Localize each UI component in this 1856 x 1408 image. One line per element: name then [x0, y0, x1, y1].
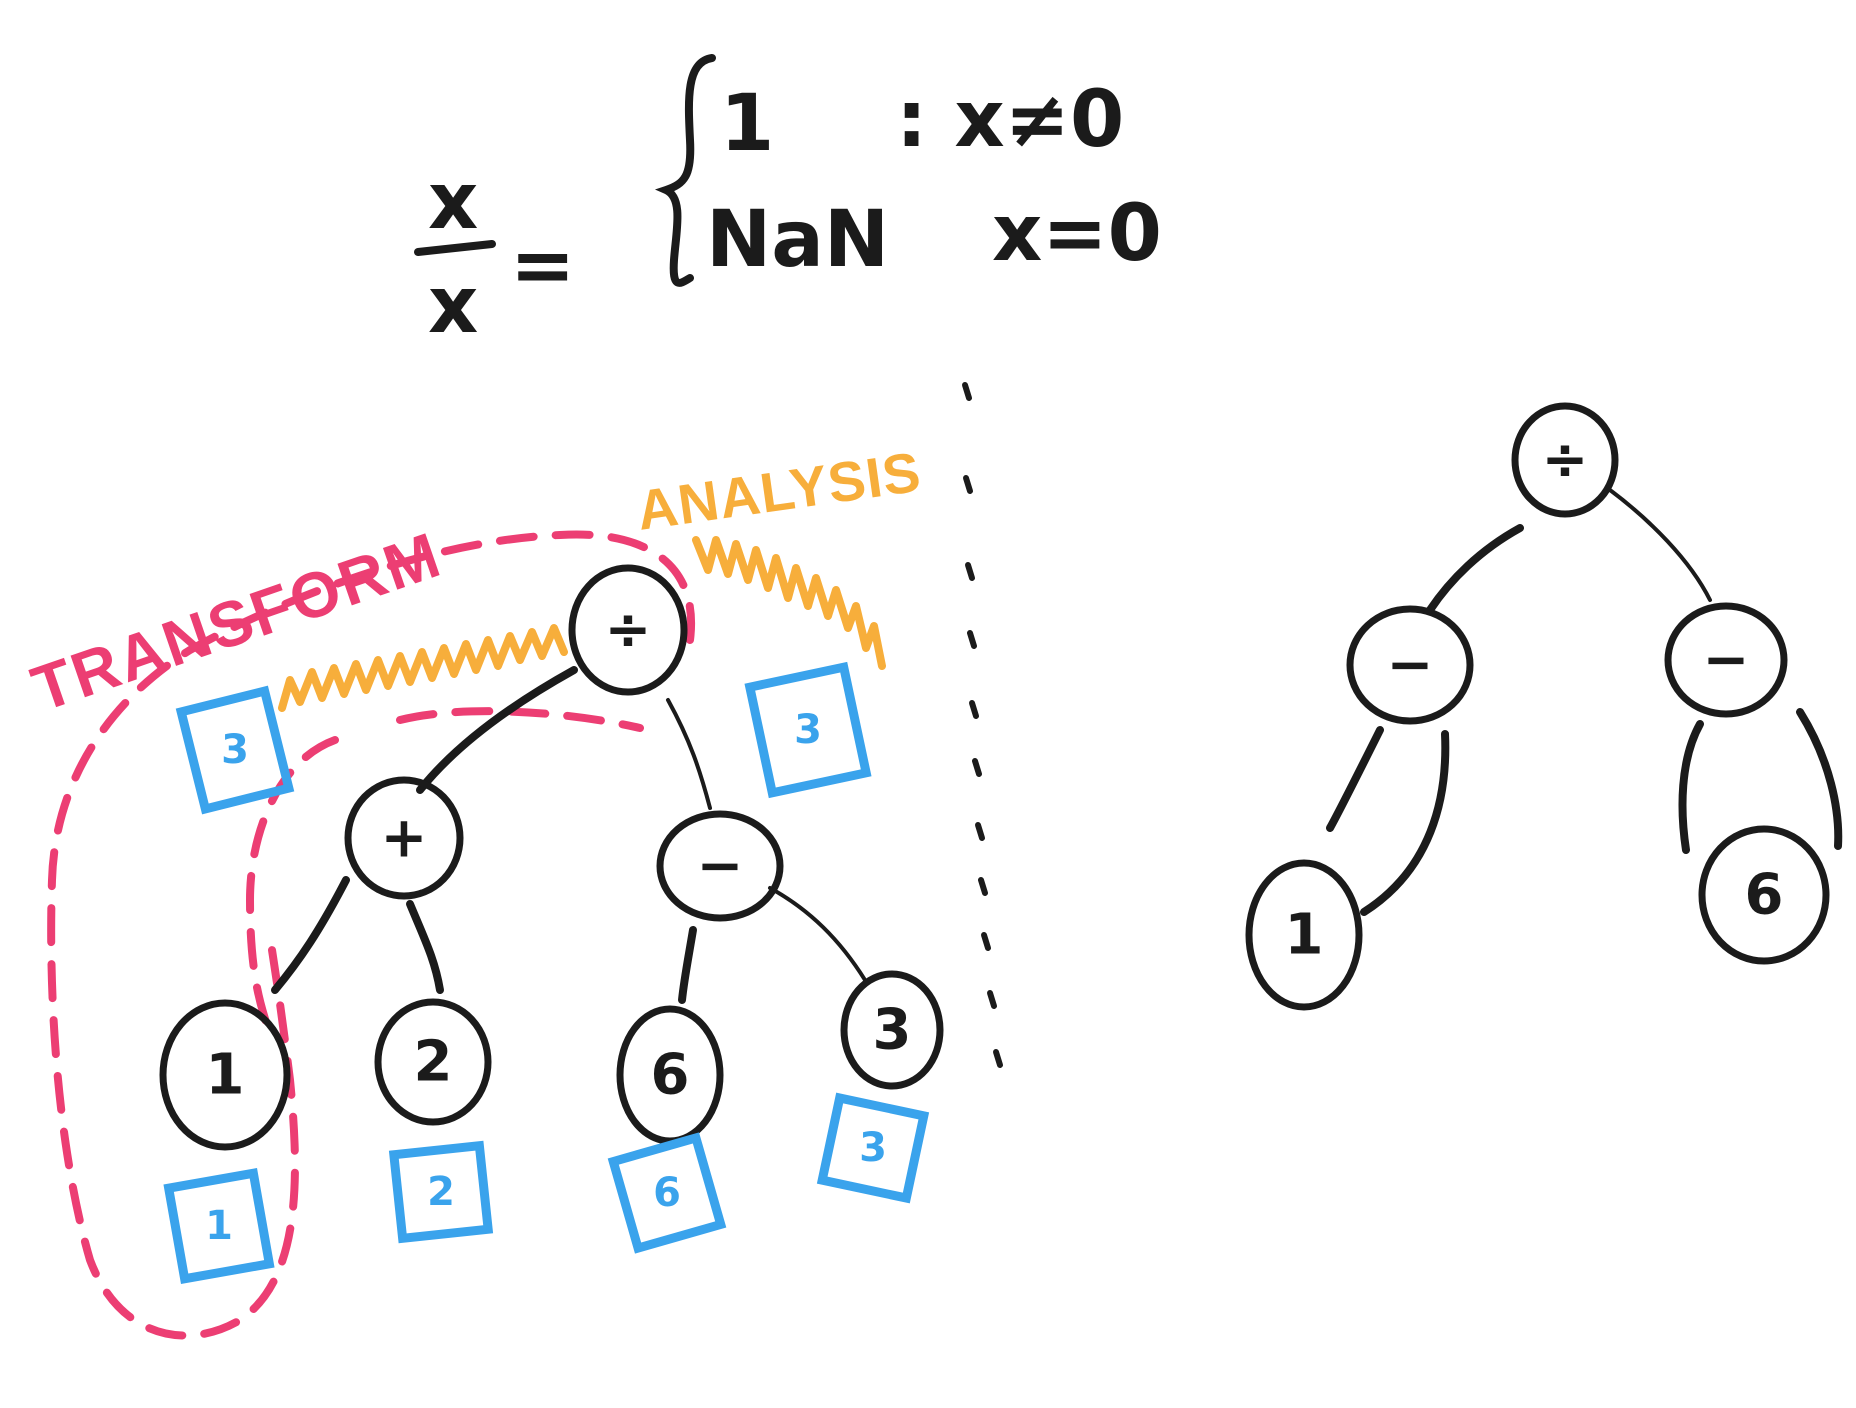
analysis-wave-left: [278, 624, 568, 712]
equation-numerator: x: [428, 157, 478, 247]
transform-outer-loop: [47, 530, 696, 1340]
value-box-two: 2: [388, 1140, 494, 1244]
transform-inner-loop: [245, 736, 339, 1044]
svg-text:6: 6: [651, 1043, 690, 1108]
right-node-right-minus: −: [1664, 602, 1788, 718]
svg-text:1: 1: [205, 1203, 233, 1249]
edge-minus-three: [768, 886, 867, 982]
edge-right-root-right: [1608, 488, 1712, 602]
svg-text:−: −: [697, 834, 744, 899]
equation-equals: =: [510, 221, 575, 311]
edge-root-plus: [416, 666, 578, 794]
svg-text:3: 3: [873, 998, 912, 1063]
svg-text:1: 1: [1285, 903, 1324, 968]
svg-text:+: +: [381, 806, 428, 871]
svg-text:3: 3: [859, 1125, 887, 1171]
node-divide: ÷: [568, 564, 688, 696]
edge-left-minus-one: [1326, 726, 1384, 832]
svg-text:3: 3: [221, 727, 249, 773]
svg-text:−: −: [1387, 633, 1434, 698]
case1-condition: : x≠0: [896, 75, 1124, 165]
equation: x x = 1 : x≠0 NaN x=0: [414, 54, 1162, 351]
value-box-root-right: 3: [744, 661, 872, 799]
right-node-left-minus: −: [1346, 605, 1474, 725]
case1-value: 1: [720, 79, 774, 169]
node-one: 1: [159, 999, 291, 1151]
edge-right-minus-six-b: [1796, 708, 1843, 850]
value-box-three: 3: [816, 1092, 930, 1204]
node-three: 3: [840, 970, 944, 1090]
svg-text:−: −: [1703, 628, 1750, 693]
edge-left-minus-one-b: [1360, 730, 1450, 916]
case2-value: NaN: [706, 195, 889, 285]
value-boxes: 3 3 1 2 6 3: [163, 661, 930, 1284]
svg-text:6: 6: [1745, 863, 1784, 928]
svg-text:6: 6: [653, 1170, 681, 1216]
right-node-divide: ÷: [1511, 402, 1619, 518]
right-node-one: 1: [1245, 859, 1363, 1011]
right-node-six: 6: [1698, 825, 1830, 965]
node-six: 6: [616, 1005, 724, 1145]
svg-text:2: 2: [427, 1169, 455, 1215]
transform-inner-arc: [396, 707, 644, 732]
right-tree: ÷ − − 1 6: [1245, 402, 1843, 1011]
node-two: 2: [374, 998, 492, 1126]
svg-text:1: 1: [206, 1043, 245, 1108]
equation-brace: [654, 54, 716, 287]
edge-root-minus: [666, 698, 712, 810]
analysis-label: ANALYSIS: [633, 440, 925, 542]
edge-plus-two: [406, 900, 444, 994]
node-minus: −: [656, 810, 784, 922]
edge-minus-six: [678, 926, 697, 1004]
edge-right-root-left: [1426, 524, 1524, 614]
value-box-six: 6: [607, 1132, 727, 1254]
svg-text:3: 3: [794, 707, 822, 753]
left-tree: ÷ + − 1 2 6 3: [159, 564, 944, 1151]
edge-right-minus-six: [1678, 720, 1704, 854]
case2-condition: x=0: [992, 189, 1162, 279]
svg-text:2: 2: [414, 1030, 453, 1095]
value-box-one: 1: [163, 1168, 275, 1284]
svg-text:÷: ÷: [605, 598, 652, 663]
analysis-wave-right: [692, 536, 886, 670]
fraction-bar: [414, 240, 496, 256]
value-box-root-left: 3: [175, 685, 295, 815]
node-plus: +: [344, 776, 464, 900]
edge-plus-one: [271, 876, 350, 994]
transform-region: TRANSFORM: [23, 518, 696, 1340]
dotted-divider: [962, 382, 1003, 1068]
equation-denominator: x: [428, 261, 478, 351]
svg-text:÷: ÷: [1542, 428, 1589, 493]
